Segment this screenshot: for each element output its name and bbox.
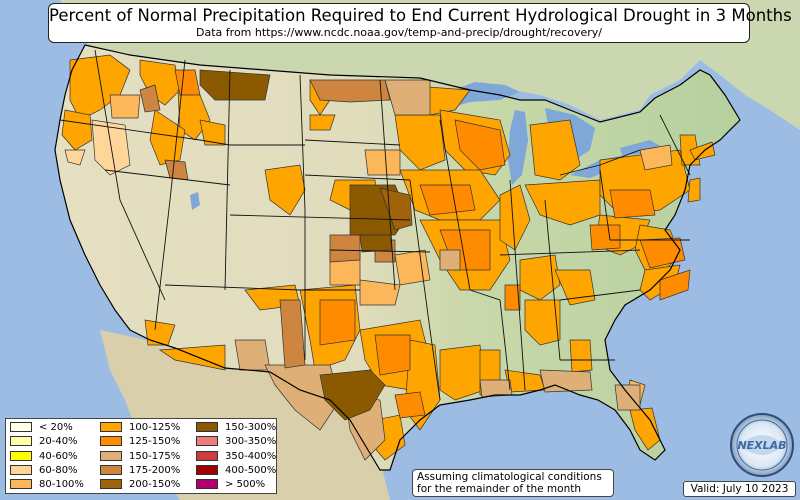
legend-item: 125-150% [100,436,180,448]
note-line-1: Assuming climatological conditions [417,471,602,483]
legend-swatch [100,464,122,475]
legend-item: > 500% [196,479,265,491]
nexlab-logo: NEXLAB [730,413,794,477]
map-title: Percent of Normal Precipitation Required… [49,6,792,25]
drought-125-150 [174,69,691,419]
map-subtitle: Data from https://www.ncdc.noaa.gov/temp… [196,26,602,39]
legend-swatch [10,479,32,490]
lake-ontario [620,140,660,155]
legend-item: 200-150% [100,479,180,491]
legend-item: 400-500% [196,464,277,477]
drought-175-200 [139,79,396,369]
legend-swatch [100,450,122,461]
legend-swatch [196,464,218,475]
legend: < 20% 20-40% 40-60% 60-80% 80-100% 100-125% 12… [5,418,277,494]
legend-label: 175-200% [129,464,181,476]
legend-label: 80-100% [39,479,84,491]
legend-label: 300-350% [225,436,277,448]
legend-swatch [100,436,122,447]
legend-label: 200-150% [129,479,181,491]
valid-date: Valid: July 10 2023 [683,481,796,497]
legend-item: 100-125% [100,422,180,434]
legend-swatch [10,464,32,475]
us-border [54,44,741,471]
legend-item: 175-200% [100,464,181,477]
legend-item: 60-80% [10,464,78,477]
drought-150-175 [234,79,641,461]
legend-swatch [10,422,32,432]
legend-item: 150-300% [196,422,276,434]
legend-swatch [10,436,32,447]
legend-swatch [196,479,218,490]
legend-item: 40-60% [10,450,78,463]
legend-item: 80-100% [10,479,84,491]
legend-label: 400-500% [225,464,277,476]
legend-swatch [10,450,32,461]
legend-label: 150-175% [129,450,181,462]
legend-label: < 20% [39,422,73,433]
legend-label: 125-150% [129,436,181,448]
legend-label: 60-80% [39,464,78,476]
legend-label: 150-300% [225,422,277,433]
legend-swatch [100,479,122,490]
legend-item: 20-40% [10,436,78,448]
note-line-2: for the remainder of the month [417,483,582,495]
legend-item: 350-400% [196,450,277,463]
great-salt-lake [190,192,200,210]
legend-item: 300-350% [196,436,276,448]
legend-swatch [100,422,122,432]
title-box: Percent of Normal Precipitation Required… [48,3,792,43]
legend-swatch [196,422,218,432]
legend-label: 350-400% [225,450,277,462]
legend-label: 40-60% [39,450,78,462]
legend-label: 20-40% [39,436,78,448]
logo-text: NEXLAB [737,439,786,452]
legend-label: > 500% [225,479,266,491]
assumption-note: Assuming climatological conditions for t… [412,469,614,497]
legend-item: < 20% [10,422,73,434]
state-borders [59,49,691,401]
legend-swatch [196,450,218,461]
legend-label: 100-125% [129,422,181,433]
lake-michigan [508,110,528,185]
legend-swatch [196,436,218,447]
legend-item: 150-175% [100,450,181,463]
